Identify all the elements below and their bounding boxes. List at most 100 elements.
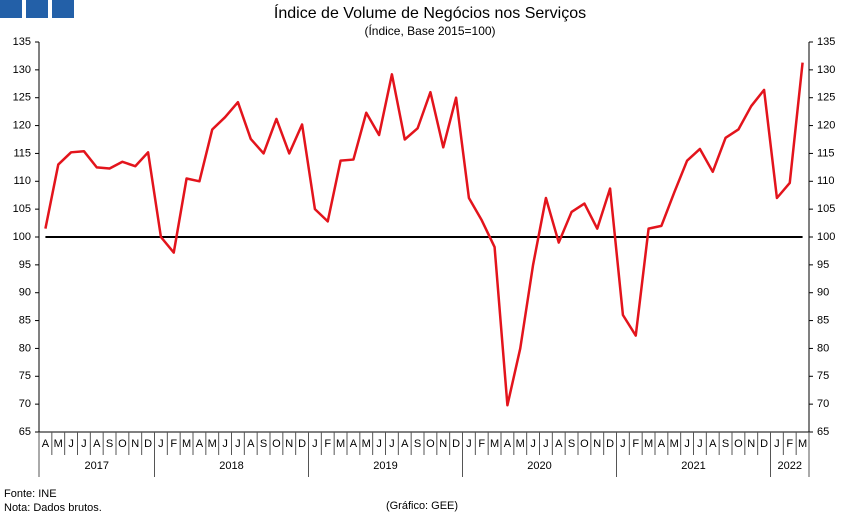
x-tick-label: M [336, 438, 345, 450]
y-tick-label: 135 [13, 36, 31, 48]
y-tick-label: 75 [19, 370, 31, 382]
x-tick-label: A [658, 438, 666, 450]
x-tick-label: F [786, 438, 793, 450]
logo-block [0, 0, 22, 18]
x-tick-label: M [54, 438, 63, 450]
x-tick-label: O [580, 438, 589, 450]
x-tick-label: N [285, 438, 293, 450]
x-tick-label: A [504, 438, 512, 450]
x-tick-label: J [543, 438, 549, 450]
credit: (Gráfico: GEE) [386, 500, 458, 512]
logo-block [26, 0, 48, 18]
x-tick-label: M [208, 438, 217, 450]
y-tick-label: 80 [19, 342, 31, 354]
note: Nota: Dados brutos. [4, 502, 102, 514]
x-tick-label: M [670, 438, 679, 450]
y2-tick-label: 70 [817, 398, 829, 410]
chart-subtitle: (Índice, Base 2015=100) [364, 23, 495, 38]
x-tick-label: J [312, 438, 318, 450]
year-label: 2021 [681, 460, 705, 472]
x-tick-label: D [298, 438, 306, 450]
x-tick-label: M [182, 438, 191, 450]
y-tick-label: 125 [13, 92, 31, 104]
x-tick-label: N [439, 438, 447, 450]
y2-tick-label: 135 [817, 36, 835, 48]
x-tick-label: N [131, 438, 139, 450]
x-tick-label: S [414, 438, 421, 450]
x-tick-label: J [158, 438, 164, 450]
x-tick-label: J [389, 438, 395, 450]
year-label: 2019 [373, 460, 397, 472]
y-tick-label: 105 [13, 203, 31, 215]
x-tick-label: F [324, 438, 331, 450]
y-tick-label: 100 [13, 231, 31, 243]
x-tick-label: O [426, 438, 435, 450]
y-tick-label: 115 [13, 147, 31, 159]
x-tick-label: D [760, 438, 768, 450]
x-tick-label: J [697, 438, 703, 450]
x-tick-label: M [362, 438, 371, 450]
y2-tick-label: 80 [817, 342, 829, 354]
x-tick-label: D [452, 438, 460, 450]
x-tick-label: F [632, 438, 639, 450]
x-tick-label: N [593, 438, 601, 450]
x-tick-label: J [222, 438, 228, 450]
y2-tick-label: 120 [817, 119, 835, 131]
x-tick-label: O [272, 438, 281, 450]
y2-tick-label: 115 [817, 147, 835, 159]
year-label: 2022 [778, 460, 802, 472]
x-tick-label: J [684, 438, 690, 450]
x-tick-label: M [644, 438, 653, 450]
series-line [44, 62, 804, 407]
y2-tick-label: 105 [817, 203, 835, 215]
x-tick-label: F [170, 438, 177, 450]
x-tick-label: J [466, 438, 472, 450]
y2-tick-label: 85 [817, 314, 829, 326]
x-tick-label: J [376, 438, 382, 450]
x-tick-label: A [709, 438, 717, 450]
y2-tick-label: 110 [817, 175, 835, 187]
source: Fonte: INE [4, 488, 57, 500]
y2-tick-label: 130 [817, 64, 835, 76]
x-tick-label: A [350, 438, 358, 450]
chart-title: Índice de Volume de Negócios nos Serviço… [274, 3, 586, 22]
x-tick-label: M [490, 438, 499, 450]
x-tick-label: J [235, 438, 241, 450]
x-tick-label: A [196, 438, 204, 450]
year-label: 2017 [85, 460, 109, 472]
y-tick-label: 130 [13, 64, 31, 76]
x-tick-label: N [747, 438, 755, 450]
y2-tick-label: 90 [817, 287, 829, 299]
logo-block [52, 0, 74, 18]
y2-tick-label: 125 [817, 92, 835, 104]
x-tick-label: S [106, 438, 113, 450]
x-tick-label: S [568, 438, 575, 450]
x-tick-label: S [722, 438, 729, 450]
x-tick-label: A [247, 438, 255, 450]
x-tick-label: J [620, 438, 626, 450]
x-tick-label: A [401, 438, 409, 450]
y-tick-label: 70 [19, 398, 31, 410]
y-tick-label: 110 [13, 175, 31, 187]
x-tick-label: J [81, 438, 87, 450]
y2-tick-label: 65 [817, 426, 829, 438]
x-tick-label: A [555, 438, 563, 450]
x-tick-label: J [530, 438, 536, 450]
y2-tick-label: 100 [817, 231, 835, 243]
x-tick-label: D [144, 438, 152, 450]
x-tick-label: A [42, 438, 50, 450]
x-tick-label: J [68, 438, 74, 450]
y-tick-label: 85 [19, 314, 31, 326]
y-tick-label: 95 [19, 259, 31, 271]
y-tick-label: 90 [19, 287, 31, 299]
x-tick-label: M [516, 438, 525, 450]
x-tick-label: D [606, 438, 614, 450]
x-tick-label: J [774, 438, 780, 450]
y-tick-label: 65 [19, 426, 31, 438]
x-tick-label: A [93, 438, 101, 450]
y-tick-label: 120 [13, 119, 31, 131]
year-label: 2018 [219, 460, 243, 472]
x-tick-label: F [478, 438, 485, 450]
x-tick-label: O [734, 438, 743, 450]
